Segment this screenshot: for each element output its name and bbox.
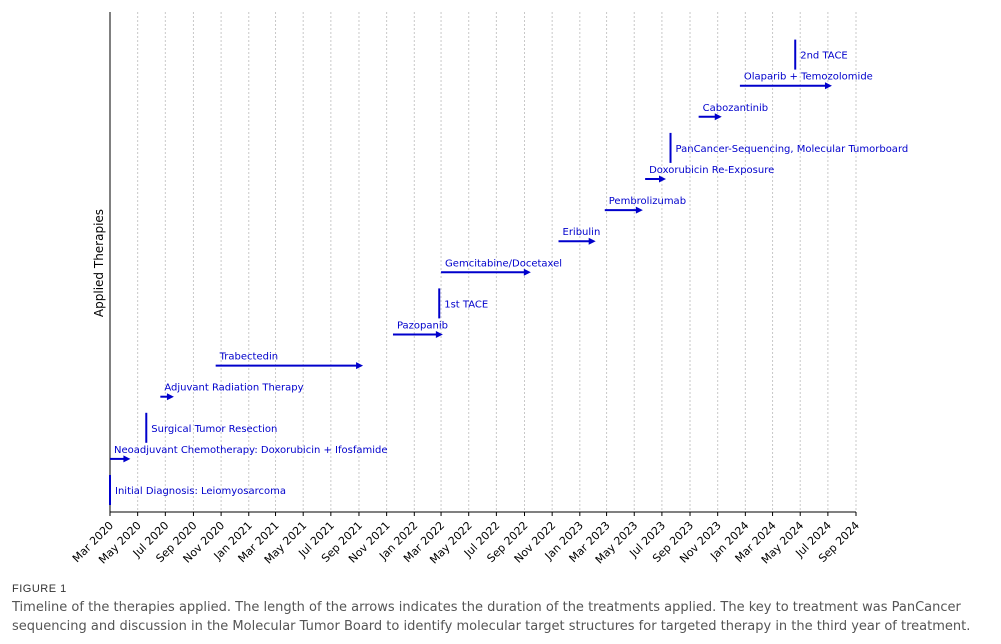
event-5: Trabectedin xyxy=(215,352,364,370)
event-arrow-head xyxy=(435,331,443,338)
event-8: Gemcitabine/Docetaxel xyxy=(441,258,562,276)
event-arrow-head xyxy=(658,175,666,183)
event-label: Neoadjuvant Chemotherapy: Doxorubicin + … xyxy=(114,445,388,456)
grid-lines xyxy=(109,12,857,512)
event-label: Surgical Tumor Resection xyxy=(151,424,277,435)
therapy-events: Initial Diagnosis: Leiomyosarcoma Neoadju… xyxy=(109,39,909,505)
event-label: PanCancer-Sequencing, Molecular Tumorboa… xyxy=(676,144,909,155)
event-arrow-head xyxy=(523,268,531,276)
event-6: Pazopanib xyxy=(392,321,448,338)
event-label: Initial Diagnosis: Leiomyosarcoma xyxy=(115,486,286,497)
event-arrow-head xyxy=(714,113,722,121)
y-axis-label: Applied Therapies xyxy=(92,209,106,317)
axes xyxy=(109,12,856,513)
event-15: 2nd TACE xyxy=(794,39,848,70)
event-arrow-head xyxy=(356,362,364,370)
event-arrow-head xyxy=(824,82,832,90)
event-13: Cabozantinib xyxy=(698,103,768,121)
event-label: Eribulin xyxy=(563,227,601,238)
event-1: Initial Diagnosis: Leiomyosarcoma xyxy=(109,475,286,505)
event-arrow-head xyxy=(123,455,131,463)
event-12: PanCancer-Sequencing, Molecular Tumorboa… xyxy=(669,132,909,163)
event-arrow-head xyxy=(588,237,596,245)
event-label: Trabectedin xyxy=(219,352,278,363)
figure-caption: Timeline of the therapies applied. The l… xyxy=(12,600,971,634)
event-label: Doxorubicin Re-Exposure xyxy=(649,165,774,176)
event-7: 1st TACE xyxy=(438,288,488,319)
event-9: Eribulin xyxy=(558,227,601,245)
event-label: Gemcitabine/Docetaxel xyxy=(445,258,562,269)
event-label: Olaparib + Temozolomide xyxy=(744,72,873,83)
event-label: Cabozantinib xyxy=(703,103,768,114)
event-label: Adjuvant Radiation Therapy xyxy=(164,383,303,394)
event-label: Pazopanib xyxy=(397,321,448,332)
event-3: Surgical Tumor Resection xyxy=(145,412,277,443)
event-arrow-head xyxy=(635,206,643,214)
event-label: Pembrolizumab xyxy=(609,196,686,207)
event-11: Doxorubicin Re-Exposure xyxy=(645,165,774,183)
event-label: 2nd TACE xyxy=(800,51,848,62)
event-2: Neoadjuvant Chemotherapy: Doxorubicin + … xyxy=(110,445,388,463)
event-14: Olaparib + Temozolomide xyxy=(739,72,873,90)
event-arrow-head xyxy=(166,393,174,401)
figure-label: FIGURE 1 xyxy=(12,583,67,595)
event-10: Pembrolizumab xyxy=(604,196,686,214)
event-4: Adjuvant Radiation Therapy xyxy=(160,383,304,401)
event-label: 1st TACE xyxy=(444,299,488,310)
